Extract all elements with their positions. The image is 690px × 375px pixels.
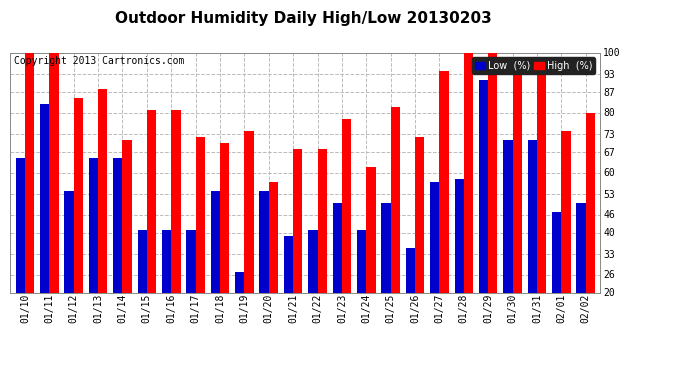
Bar	[537, 62, 546, 292]
Bar	[137, 230, 147, 292]
Bar	[269, 182, 278, 292]
Bar	[123, 140, 132, 292]
Bar	[147, 110, 156, 292]
Bar	[382, 202, 391, 292]
Bar	[235, 272, 244, 292]
Bar	[40, 104, 50, 292]
Bar	[186, 230, 196, 292]
Bar	[406, 248, 415, 292]
Bar	[415, 136, 424, 292]
Bar	[586, 112, 595, 292]
Bar	[113, 158, 123, 292]
Bar	[171, 110, 181, 292]
Bar	[479, 80, 488, 292]
Bar	[162, 230, 171, 292]
Bar	[89, 158, 98, 292]
Bar	[284, 236, 293, 292]
Bar	[528, 140, 537, 292]
Bar	[196, 136, 205, 292]
Bar	[391, 106, 400, 292]
Bar	[513, 68, 522, 292]
Bar	[308, 230, 317, 292]
Bar	[552, 211, 561, 292]
Text: Outdoor Humidity Daily High/Low 20130203: Outdoor Humidity Daily High/Low 20130203	[115, 11, 492, 26]
Bar	[50, 53, 59, 292]
Bar	[74, 98, 83, 292]
Bar	[455, 178, 464, 292]
Bar	[576, 202, 586, 292]
Bar	[293, 148, 302, 292]
Bar	[503, 140, 513, 292]
Bar	[366, 166, 375, 292]
Legend: Low  (%), High  (%): Low (%), High (%)	[472, 57, 595, 74]
Bar	[259, 190, 269, 292]
Bar	[244, 130, 254, 292]
Bar	[342, 118, 351, 292]
Bar	[98, 88, 108, 292]
Bar	[488, 53, 497, 292]
Bar	[16, 158, 25, 292]
Bar	[561, 130, 571, 292]
Bar	[317, 148, 327, 292]
Bar	[25, 53, 34, 292]
Bar	[357, 230, 366, 292]
Bar	[64, 190, 74, 292]
Bar	[430, 182, 440, 292]
Text: Copyright 2013 Cartronics.com: Copyright 2013 Cartronics.com	[14, 56, 184, 66]
Bar	[440, 70, 449, 292]
Bar	[464, 53, 473, 292]
Bar	[333, 202, 342, 292]
Bar	[220, 142, 229, 292]
Bar	[210, 190, 220, 292]
